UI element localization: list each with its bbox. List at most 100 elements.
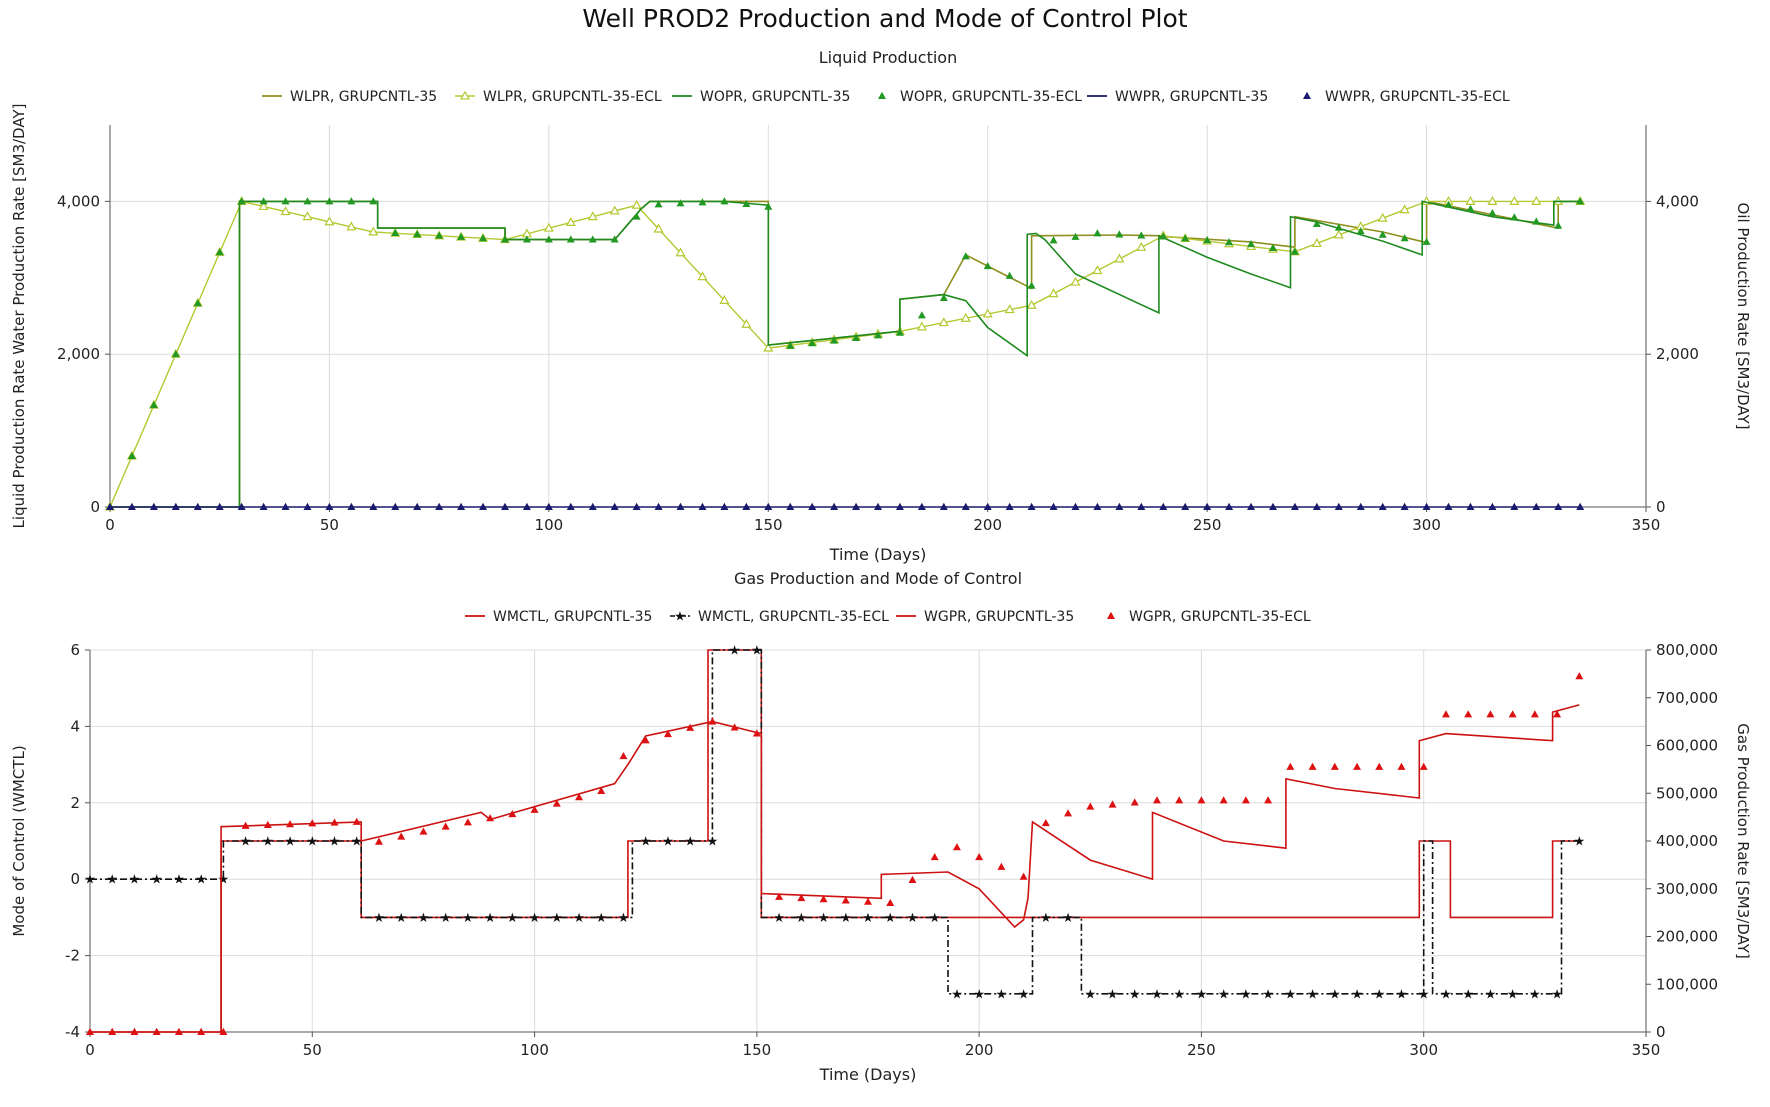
series-marker	[917, 311, 926, 319]
series-marker	[1070, 276, 1081, 286]
series-marker	[619, 752, 628, 760]
left-y-tick-label: 4	[70, 717, 80, 735]
series-marker	[346, 221, 357, 231]
left-y-tick-label: 2,000	[57, 345, 100, 363]
series-marker	[1115, 230, 1124, 238]
series-marker	[1375, 762, 1384, 770]
series-marker	[325, 502, 334, 510]
series-marker	[413, 230, 422, 238]
series-marker	[675, 247, 686, 257]
series-marker	[808, 502, 817, 510]
series-marker	[263, 820, 272, 829]
right-y-tick-label: 2,000	[1656, 345, 1699, 363]
chart-subtitle: Liquid Production	[819, 48, 957, 67]
right-y-tick-label: 0	[1656, 1023, 1666, 1041]
series-marker	[874, 502, 882, 510]
x-tick-label: 50	[320, 516, 339, 534]
series-marker	[1241, 796, 1250, 804]
series-marker	[1152, 796, 1161, 804]
series-marker	[697, 271, 708, 281]
series-marker	[1488, 209, 1497, 217]
series-marker	[1487, 195, 1498, 205]
series-marker	[457, 502, 466, 510]
series-marker	[983, 502, 992, 510]
series-marker	[797, 893, 806, 902]
series-marker	[330, 818, 339, 826]
series-marker	[742, 199, 751, 208]
series-marker	[1466, 502, 1475, 510]
legend-swatch-marker	[878, 91, 886, 99]
legend-swatch-marker	[1107, 611, 1115, 619]
series-marker	[149, 502, 158, 510]
series-marker	[127, 502, 136, 510]
series-marker: ★	[1551, 987, 1563, 1002]
series-marker	[324, 216, 335, 226]
series-marker	[597, 786, 606, 794]
series-marker	[786, 502, 795, 510]
series-marker	[565, 216, 576, 226]
left-y-tick-label: 4,000	[57, 192, 100, 210]
series-marker	[1419, 762, 1428, 770]
series-marker	[441, 822, 450, 830]
series-marker	[130, 1027, 139, 1035]
series-marker	[500, 502, 509, 510]
series-marker	[1576, 197, 1585, 205]
series-marker	[368, 226, 379, 236]
series-marker	[609, 205, 620, 215]
series-marker	[917, 502, 926, 510]
series-marker	[1048, 288, 1059, 298]
series-marker	[1510, 213, 1519, 221]
series-marker: ★	[929, 911, 941, 926]
series-marker	[1203, 236, 1212, 244]
series-marker: ★	[1485, 987, 1497, 1002]
series-marker	[435, 231, 444, 239]
series-marker	[347, 197, 356, 205]
series-marker	[1159, 502, 1168, 510]
right-y-axis-label: Gas Production Rate [SM3/DAY]	[1734, 723, 1752, 958]
series-marker	[522, 235, 531, 243]
series-marker	[1137, 502, 1146, 510]
series-marker	[1175, 796, 1184, 804]
series-marker	[391, 228, 400, 236]
series-marker	[1092, 265, 1103, 275]
series-marker	[1247, 239, 1256, 248]
series-marker: ★	[240, 835, 252, 850]
series-marker	[698, 502, 707, 510]
series-marker	[237, 197, 246, 205]
right-y-tick-label: 100,000	[1656, 975, 1718, 993]
series-marker	[1422, 502, 1431, 510]
series-marker	[259, 197, 268, 205]
series-marker	[1290, 247, 1299, 255]
series-marker: ★	[1285, 987, 1297, 1002]
series-marker	[391, 502, 400, 510]
series-marker	[830, 502, 839, 510]
series-marker	[1019, 872, 1028, 880]
legend-swatch-marker	[1303, 91, 1311, 99]
series-marker	[530, 805, 539, 813]
series-marker: ★	[840, 911, 852, 926]
series-marker: ★	[1240, 987, 1252, 1002]
series-marker	[197, 1027, 206, 1035]
series-marker	[841, 896, 850, 904]
series-marker: ★	[1373, 987, 1385, 1002]
series-marker: ★	[1084, 987, 1096, 1002]
series-marker	[654, 200, 663, 208]
series-marker: ★	[1351, 987, 1363, 1002]
series-marker	[1049, 502, 1058, 510]
series-marker	[1444, 502, 1453, 510]
series-marker	[1005, 271, 1014, 279]
series-marker	[961, 502, 970, 510]
left-y-tick-label: 0	[90, 498, 100, 516]
series-marker	[830, 336, 839, 344]
series-marker	[1026, 299, 1037, 309]
series-marker	[1004, 304, 1015, 314]
right-y-tick-label: 500,000	[1656, 784, 1718, 802]
series-marker	[874, 331, 882, 339]
series-marker	[952, 843, 961, 851]
series-marker	[938, 317, 949, 327]
series-marker	[1027, 281, 1036, 289]
series-marker: ★	[329, 835, 341, 850]
series-marker	[552, 799, 561, 807]
series-marker: ★	[462, 911, 474, 926]
x-tick-label: 150	[743, 1041, 772, 1059]
